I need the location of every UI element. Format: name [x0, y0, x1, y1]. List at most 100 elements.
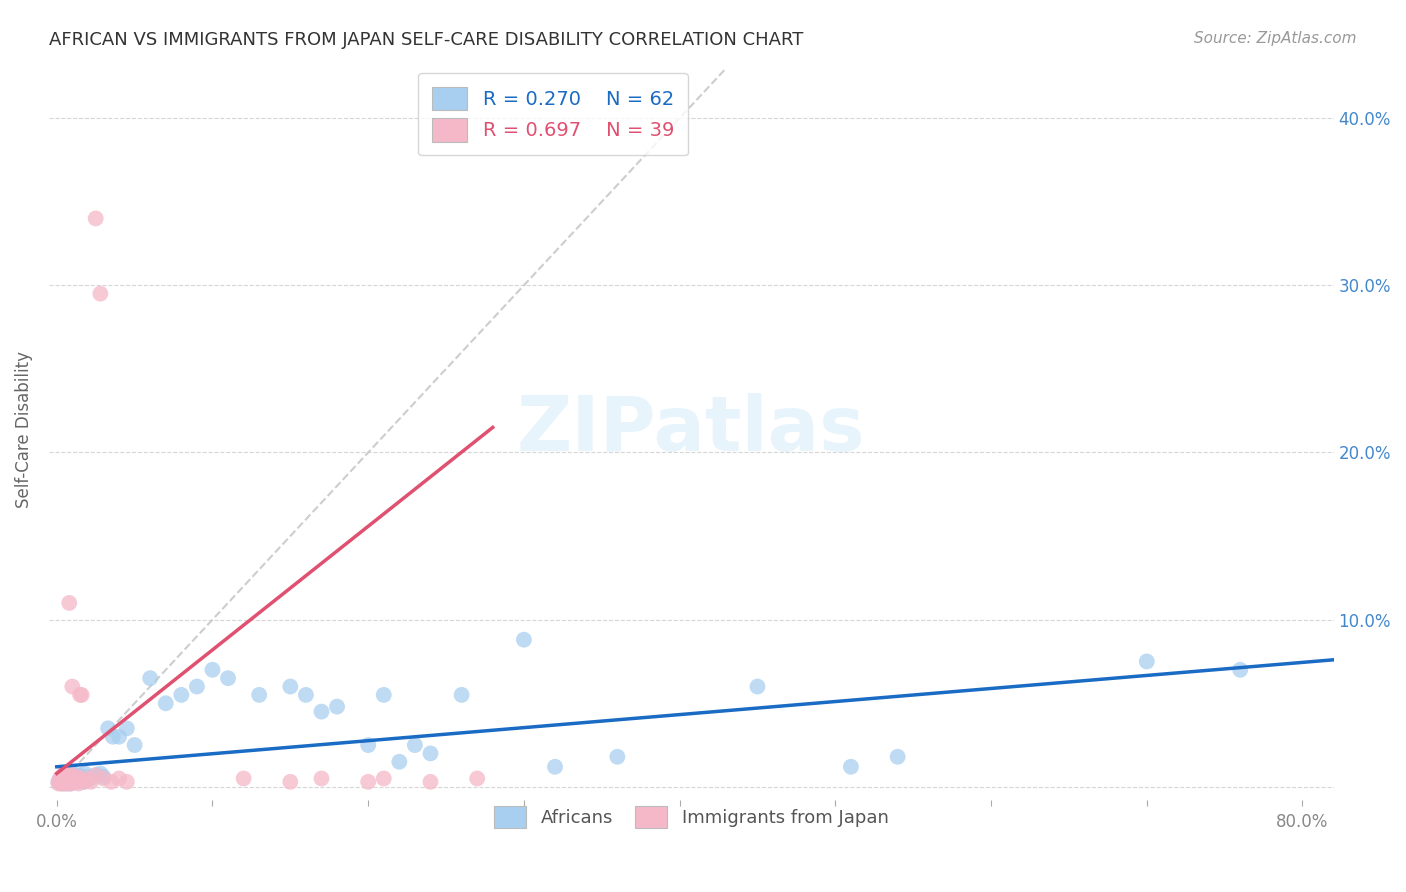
Text: Source: ZipAtlas.com: Source: ZipAtlas.com	[1194, 31, 1357, 46]
Point	[51, 772, 73, 786]
Point	[100, 774, 122, 789]
Point	[55, 774, 77, 789]
Point	[404, 738, 426, 752]
Point	[311, 705, 333, 719]
Point	[72, 774, 94, 789]
Point	[67, 768, 90, 782]
Point	[357, 774, 380, 789]
Point	[80, 772, 103, 786]
Legend: Africans, Immigrants from Japan: Africans, Immigrants from Japan	[486, 799, 896, 836]
Point	[278, 680, 301, 694]
Point	[886, 749, 908, 764]
Point	[747, 680, 769, 694]
Point	[326, 699, 349, 714]
Point	[55, 772, 77, 786]
Point	[1229, 663, 1251, 677]
Point	[46, 774, 69, 789]
Point	[450, 688, 472, 702]
Point	[46, 776, 69, 790]
Point	[56, 776, 79, 790]
Point	[89, 766, 111, 780]
Point	[388, 755, 411, 769]
Point	[108, 730, 131, 744]
Point	[77, 770, 100, 784]
Point	[311, 772, 333, 786]
Text: ZIPatlas: ZIPatlas	[517, 392, 866, 467]
Point	[513, 632, 536, 647]
Point	[67, 776, 90, 790]
Point	[124, 738, 146, 752]
Point	[70, 770, 93, 784]
Point	[59, 776, 82, 790]
Point	[59, 768, 82, 782]
Point	[606, 749, 628, 764]
Point	[69, 773, 91, 788]
Point	[1136, 655, 1159, 669]
Point	[58, 774, 80, 789]
Point	[51, 770, 73, 784]
Point	[115, 722, 138, 736]
Point	[93, 770, 115, 784]
Point	[60, 766, 83, 780]
Point	[69, 688, 91, 702]
Point	[58, 596, 80, 610]
Point	[170, 688, 193, 702]
Point	[839, 760, 862, 774]
Point	[53, 776, 76, 790]
Point	[419, 747, 441, 761]
Point	[247, 688, 270, 702]
Point	[52, 768, 75, 782]
Point	[155, 696, 177, 710]
Point	[186, 680, 208, 694]
Point	[60, 774, 83, 789]
Point	[84, 768, 107, 782]
Point	[278, 774, 301, 789]
Point	[201, 663, 224, 677]
Point	[60, 774, 83, 789]
Point	[52, 774, 75, 789]
Point	[55, 772, 77, 786]
Point	[56, 776, 79, 790]
Point	[58, 774, 80, 789]
Point	[419, 774, 441, 789]
Point	[49, 774, 72, 789]
Point	[101, 730, 124, 744]
Point	[93, 772, 115, 786]
Point	[56, 770, 79, 784]
Point	[53, 776, 76, 790]
Point	[295, 688, 318, 702]
Point	[97, 722, 120, 736]
Point	[77, 772, 100, 786]
Point	[66, 770, 89, 784]
Point	[49, 773, 72, 788]
Point	[69, 772, 91, 786]
Point	[60, 680, 83, 694]
Point	[115, 774, 138, 789]
Point	[51, 776, 73, 790]
Point	[544, 760, 567, 774]
Point	[217, 671, 239, 685]
Point	[58, 768, 80, 782]
Point	[108, 772, 131, 786]
Point	[357, 738, 380, 752]
Point	[53, 766, 76, 780]
Point	[65, 774, 87, 789]
Point	[52, 774, 75, 789]
Point	[63, 773, 86, 788]
Point	[84, 768, 107, 782]
Point	[59, 776, 82, 790]
Point	[49, 772, 72, 786]
Point	[73, 774, 96, 789]
Point	[373, 772, 395, 786]
Point	[55, 774, 77, 789]
Point	[89, 286, 111, 301]
Point	[52, 770, 75, 784]
Point	[373, 688, 395, 702]
Point	[59, 772, 82, 786]
Y-axis label: Self-Care Disability: Self-Care Disability	[15, 351, 32, 508]
Point	[139, 671, 162, 685]
Point	[51, 776, 73, 790]
Point	[70, 688, 93, 702]
Point	[58, 766, 80, 780]
Point	[84, 211, 107, 226]
